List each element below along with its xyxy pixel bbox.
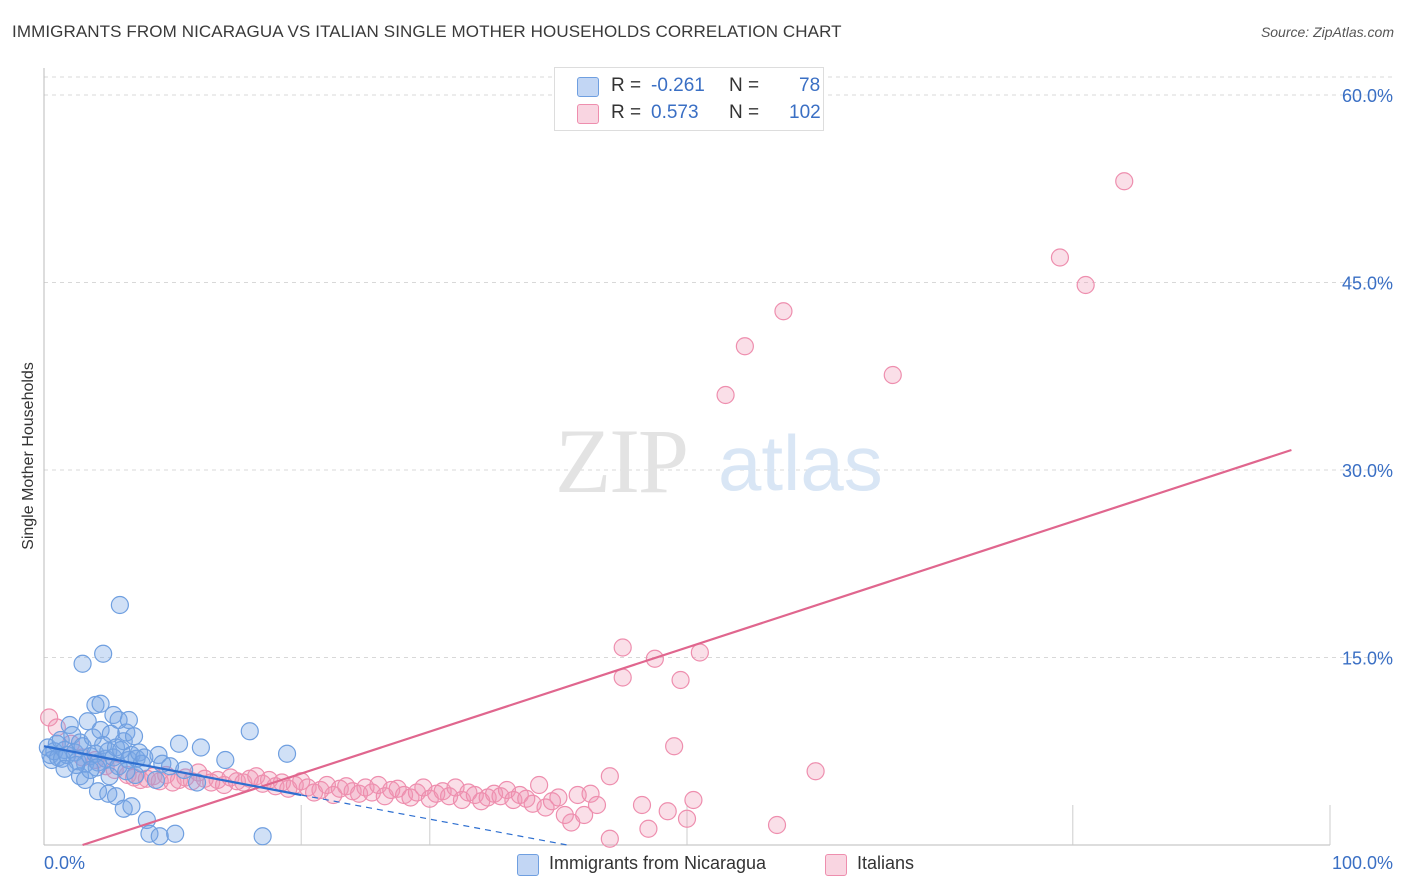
y-tick-label: 45.0% — [1342, 274, 1393, 294]
data-point-nicaragua — [169, 734, 189, 753]
trend-line-nicaragua-extension — [301, 794, 568, 846]
data-point-italians — [806, 762, 825, 781]
source-label: Source: ZipAtlas.com — [1260, 24, 1394, 40]
watermark-zip: ZIP — [555, 410, 687, 512]
data-point-nicaragua — [187, 773, 207, 792]
data-point-italians — [581, 784, 600, 803]
data-point-nicaragua — [110, 595, 129, 615]
data-point-italians — [767, 815, 787, 835]
data-point-nicaragua — [253, 827, 272, 846]
legend-swatch-pink — [577, 104, 599, 124]
data-point-italians — [684, 790, 703, 810]
data-point-italians — [1115, 172, 1134, 191]
data-point-italians — [555, 805, 574, 825]
trend-lines — [43, 448, 1292, 847]
data-point-nicaragua — [55, 759, 74, 778]
data-point-italians — [690, 643, 709, 662]
data-point-italians — [600, 767, 619, 786]
data-point-nicaragua — [63, 725, 82, 745]
chart-title: IMMIGRANTS FROM NICARAGUA VS ITALIAN SIN… — [12, 22, 842, 41]
data-point-italians — [883, 365, 902, 385]
gridlines — [44, 76, 1392, 658]
series-legend: Immigrants from Nicaragua Italians — [0, 852, 1406, 878]
data-point-nicaragua — [130, 743, 149, 762]
data-point-italians — [40, 708, 59, 727]
data-point-nicaragua — [175, 760, 194, 780]
nicaragua-points — [38, 595, 297, 846]
data-point-nicaragua — [119, 710, 138, 730]
data-point-italians — [639, 819, 658, 838]
data-point-italians — [613, 638, 632, 657]
data-point-nicaragua — [100, 767, 119, 786]
data-point-italians — [677, 809, 697, 828]
data-point-italians — [575, 805, 594, 825]
legend-n-value: 78 — [799, 75, 821, 96]
data-point-italians — [568, 785, 587, 805]
data-point-italians — [530, 775, 549, 795]
tick-labels: 15.0% 30.0% 45.0% 60.0% 0.0% 100.0% — [44, 86, 1393, 873]
data-point-italians — [671, 670, 690, 690]
data-point-italians — [1076, 275, 1095, 295]
data-point-nicaragua — [216, 750, 235, 770]
data-point-nicaragua — [78, 712, 97, 731]
x-tick-label: 0.0% — [44, 853, 85, 873]
data-point-nicaragua — [126, 765, 145, 785]
data-point-nicaragua — [91, 694, 110, 713]
data-point-italians — [549, 788, 568, 807]
data-point-nicaragua — [122, 797, 141, 816]
legend-n-value: 102 — [789, 102, 821, 123]
data-point-nicaragua — [150, 827, 169, 846]
y-tick-label: 30.0% — [1342, 461, 1393, 481]
data-point-nicaragua — [81, 760, 100, 780]
data-point-nicaragua — [124, 727, 144, 746]
data-point-nicaragua — [117, 762, 136, 781]
y-tick-label: 15.0% — [1342, 649, 1393, 669]
legend-swatch-pink — [825, 854, 847, 876]
data-point-nicaragua — [67, 755, 86, 775]
data-point-nicaragua — [91, 720, 110, 740]
legend-swatch-blue — [517, 854, 539, 876]
legend-r-label: R = — [611, 75, 642, 96]
data-point-italians — [1050, 248, 1070, 267]
legend-n-label: N = — [729, 75, 760, 96]
legend-swatch-blue — [577, 77, 599, 97]
x-tick-label: 100.0% — [1332, 853, 1393, 873]
legend-r-value: -0.261 — [651, 75, 705, 96]
data-point-italians — [774, 302, 793, 321]
data-point-italians — [587, 795, 607, 815]
data-point-nicaragua — [277, 744, 297, 763]
data-point-nicaragua — [109, 710, 128, 730]
data-point-nicaragua — [166, 824, 185, 843]
watermark-atlas: atlas — [718, 419, 883, 507]
axes — [43, 68, 1331, 846]
legend-r-value: 0.573 — [651, 102, 699, 123]
data-point-nicaragua — [240, 722, 259, 741]
data-point-nicaragua — [73, 654, 92, 673]
data-point-nicaragua — [94, 644, 113, 663]
legend-label: Immigrants from Nicaragua — [549, 853, 767, 873]
legend-r-label: R = — [611, 102, 642, 123]
italians-points — [40, 172, 1134, 848]
data-point-italians — [600, 829, 619, 848]
data-point-nicaragua — [146, 770, 165, 790]
legend-n-label: N = — [729, 102, 760, 123]
data-point-italians — [658, 802, 677, 821]
data-point-nicaragua — [191, 738, 210, 757]
y-tick-label: 60.0% — [1342, 86, 1393, 106]
trend-line-italians — [82, 448, 1292, 847]
trend-line-nicaragua — [43, 745, 302, 797]
data-point-italians — [632, 795, 652, 815]
data-point-nicaragua — [76, 770, 95, 790]
legend-label: Italians — [857, 853, 915, 873]
data-point-italians — [735, 337, 754, 356]
data-point-italians — [716, 385, 735, 405]
data-point-nicaragua — [149, 745, 168, 765]
correlation-legend: R = -0.261 N = 78 R = 0.573 N = 102 — [554, 67, 824, 131]
data-point-italians — [665, 737, 684, 756]
